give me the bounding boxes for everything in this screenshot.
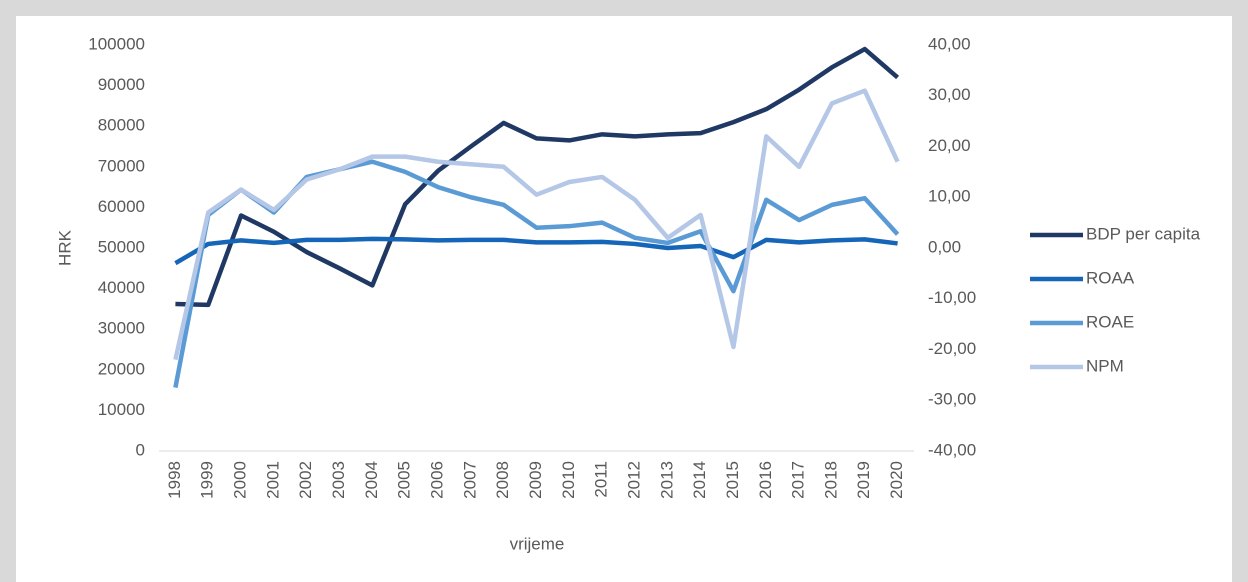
x-tick-label: 2010 bbox=[559, 461, 578, 499]
y-tick-label: 0 bbox=[136, 440, 145, 459]
x-tick-label: 2007 bbox=[460, 461, 479, 499]
x-tick-label: 2008 bbox=[493, 461, 512, 499]
x-tick-label: 2011 bbox=[592, 461, 611, 498]
x-tick-label: 2004 bbox=[362, 461, 381, 499]
x-tick-label: 2003 bbox=[329, 461, 348, 499]
y2-tick-label: -40,00 bbox=[928, 440, 976, 459]
x-tick-label: 2013 bbox=[657, 461, 676, 499]
y-tick-label: 20000 bbox=[98, 359, 145, 378]
x-tick-label: 2015 bbox=[723, 461, 742, 499]
x-tick-label: 2016 bbox=[756, 461, 775, 499]
y-tick-label: 70000 bbox=[98, 156, 145, 175]
x-tick-label: 2019 bbox=[854, 461, 873, 499]
y-tick-label: 40000 bbox=[98, 278, 145, 297]
x-tick-label: 2020 bbox=[887, 461, 906, 499]
x-tick-label: 1999 bbox=[198, 461, 217, 499]
x-tick-label: 2001 bbox=[263, 461, 282, 499]
y2-tick-label: -30,00 bbox=[928, 390, 976, 409]
y-tick-label: 60000 bbox=[98, 197, 145, 216]
y-tick-label: 80000 bbox=[98, 116, 145, 135]
x-tick-label: 2009 bbox=[526, 461, 545, 499]
legend-label: ROAE bbox=[1086, 312, 1134, 331]
y2-tick-label: 0,00 bbox=[928, 237, 961, 256]
y2-tick-label: -10,00 bbox=[928, 288, 976, 307]
series-line bbox=[175, 46, 900, 308]
series-line bbox=[174, 236, 898, 266]
y-tick-label: 90000 bbox=[98, 75, 145, 94]
chart-area bbox=[16, 16, 1232, 582]
y2-tick-label: -20,00 bbox=[928, 339, 976, 358]
y2-tick-label: 40,00 bbox=[928, 34, 971, 53]
x-tick-label: 2000 bbox=[231, 461, 250, 499]
y-tick-label: 30000 bbox=[98, 319, 145, 338]
y-tick-label: 10000 bbox=[98, 400, 145, 419]
series-line bbox=[173, 88, 900, 361]
y2-tick-label: 20,00 bbox=[928, 136, 971, 155]
y-tick-label: 100000 bbox=[88, 34, 145, 53]
x-tick-label: 2014 bbox=[690, 461, 709, 499]
y-tick-label: 50000 bbox=[98, 237, 145, 256]
x-tick-label: 2017 bbox=[789, 461, 808, 499]
x-tick-label: 2006 bbox=[428, 461, 447, 499]
legend-label: BDP per capita bbox=[1086, 224, 1201, 243]
legend-label: NPM bbox=[1086, 356, 1124, 375]
x-tick-label: 2005 bbox=[395, 461, 414, 499]
y-axis-title: HRK bbox=[55, 229, 74, 266]
x-tick-label: 2002 bbox=[296, 461, 315, 499]
x-tick-label: 2018 bbox=[821, 461, 840, 499]
y2-tick-label: 30,00 bbox=[928, 85, 971, 104]
x-tick-label: 2012 bbox=[624, 461, 643, 499]
x-tick-label: 1998 bbox=[165, 461, 184, 499]
y2-tick-label: 10,00 bbox=[928, 187, 971, 206]
legend-label: ROAA bbox=[1086, 268, 1135, 287]
x-axis-title: vrijeme bbox=[510, 534, 565, 553]
